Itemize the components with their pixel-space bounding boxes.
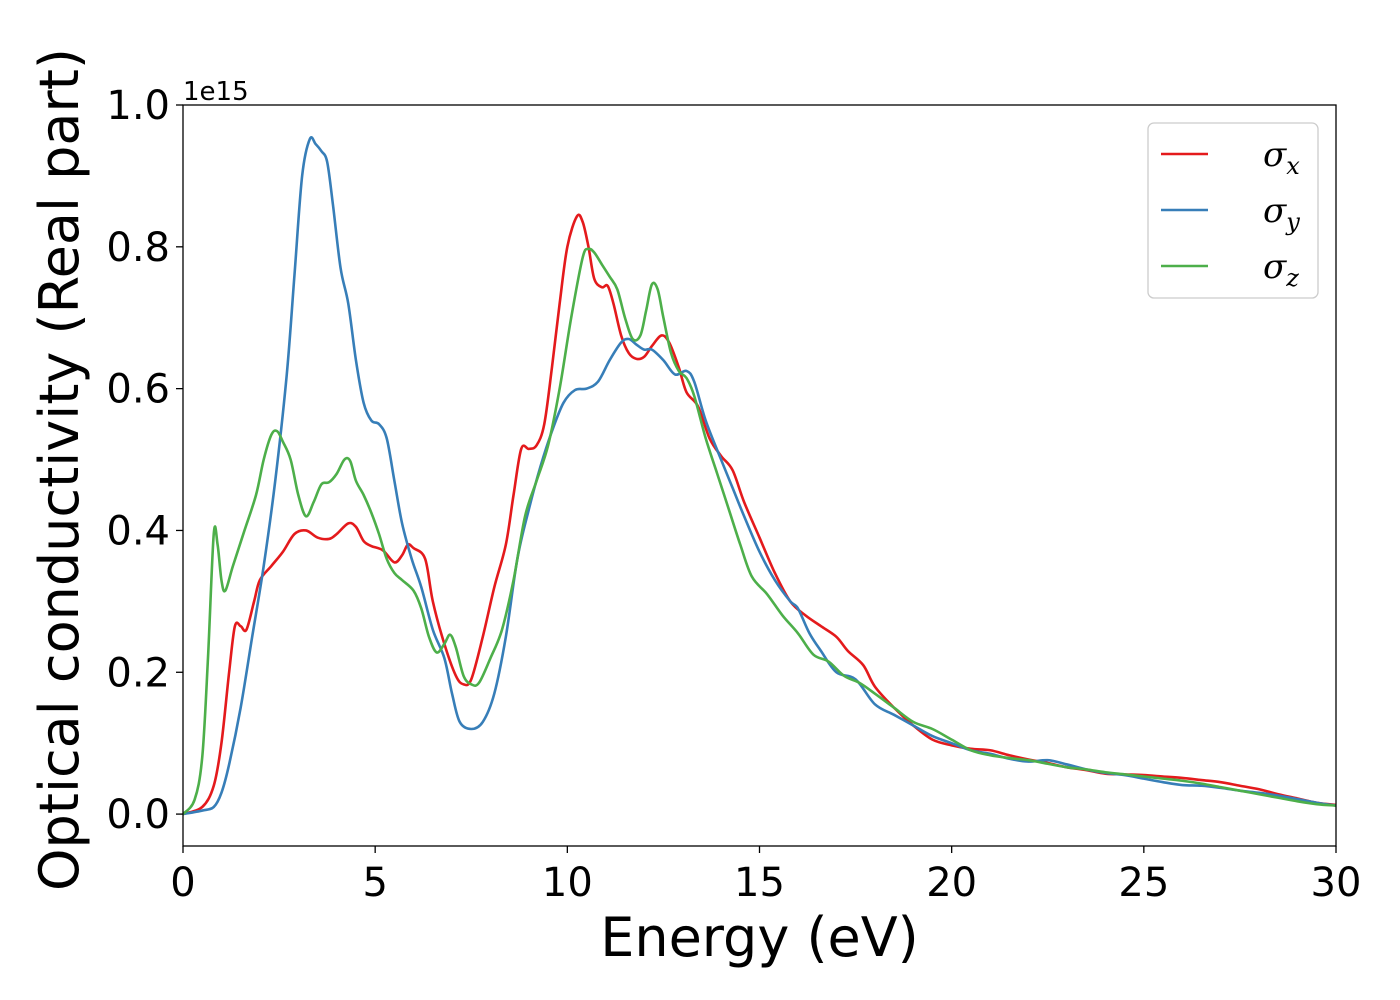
legend-box: [1147, 122, 1319, 299]
y-tick-label: 0.8: [106, 225, 170, 271]
x-tick-label: 30: [1311, 860, 1362, 906]
y-tick-label: 0.4: [106, 508, 170, 554]
x-tick-label: 10: [542, 860, 593, 906]
legend-label-x: σx: [1263, 135, 1300, 180]
series-lines: [183, 135, 1336, 816]
x-tick-label: 5: [362, 860, 387, 906]
x-tick-label: 20: [926, 860, 977, 906]
series-line-y: [183, 135, 1336, 816]
y-tick-label: 1.0: [106, 83, 170, 129]
legend-label-z: σz: [1263, 247, 1299, 292]
series-line-x: [183, 213, 1336, 816]
y-axis-label: Optical conductivity (Real part): [28, 48, 91, 891]
y-offset-label: 1e15: [183, 77, 249, 107]
series-line-z: [183, 247, 1336, 816]
legend: σx σy σz: [1147, 122, 1319, 299]
x-tick-label: 25: [1118, 860, 1169, 906]
x-tick-label: 15: [734, 860, 785, 906]
y-tick-label: 0.6: [106, 367, 170, 413]
axis-ticks: 0 5 10 15 20 25 30 0.0 0.2 0.4 0.6 0.8 1.0: [106, 83, 1361, 906]
x-axis-label: Energy (eV): [600, 906, 919, 969]
x-tick-label: 0: [170, 860, 195, 906]
y-tick-label: 0.2: [106, 650, 170, 696]
legend-label-y: σy: [1263, 191, 1300, 236]
y-tick-label: 0.0: [106, 792, 170, 838]
